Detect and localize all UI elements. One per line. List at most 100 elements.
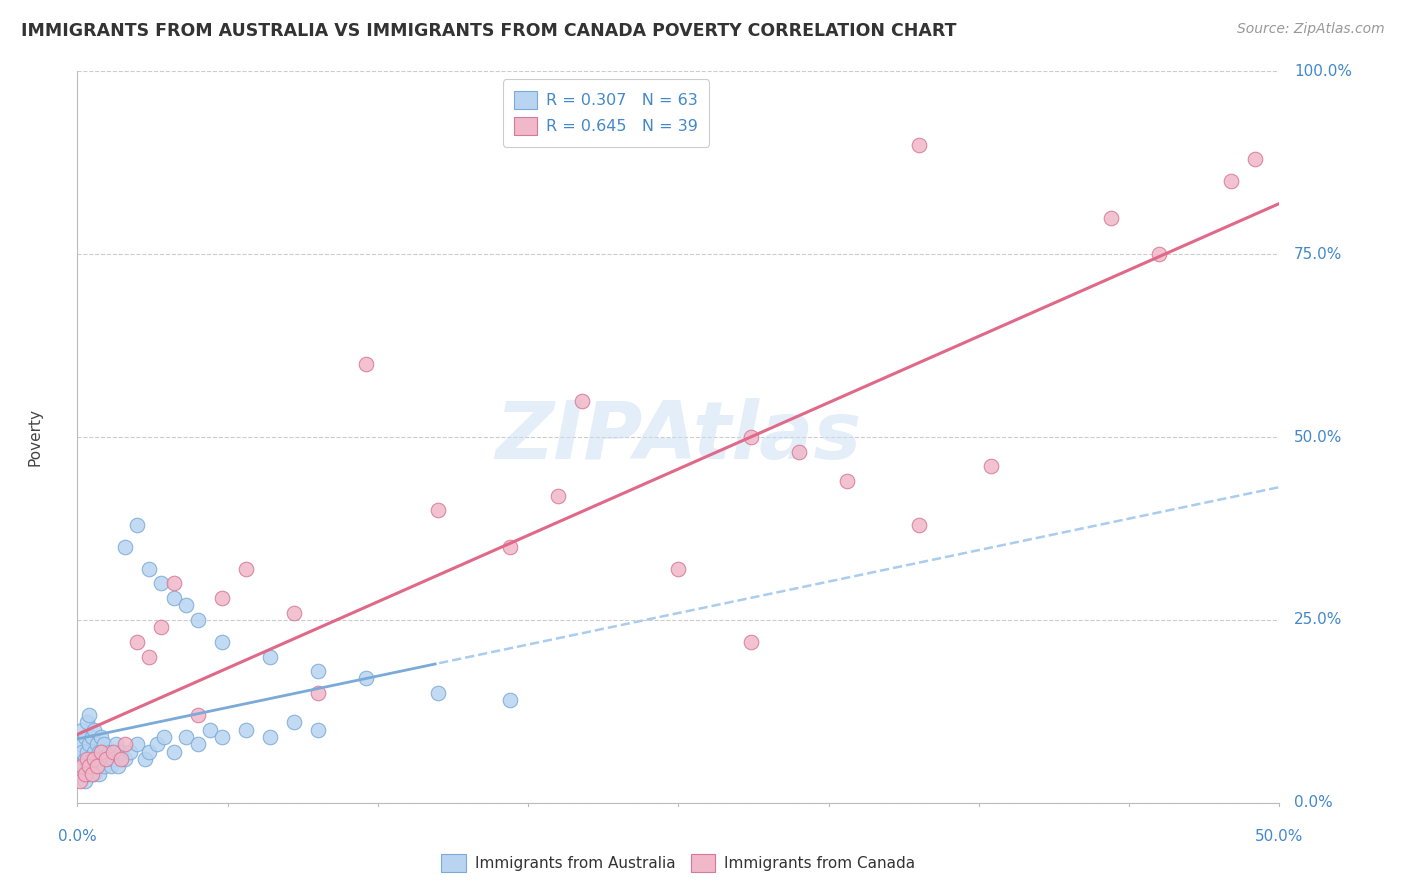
Point: [174, 599, 197, 613]
Point: [235, 723, 257, 737]
Point: [283, 715, 305, 730]
Point: [499, 540, 522, 554]
Text: Source: ZipAtlas.com: Source: ZipAtlas.com: [1237, 22, 1385, 37]
Point: [103, 745, 125, 759]
Text: 75.0%: 75.0%: [1294, 247, 1343, 261]
Point: [86, 737, 108, 751]
Point: [162, 576, 184, 591]
Point: [114, 752, 136, 766]
Point: [835, 474, 858, 488]
Point: [283, 606, 305, 620]
Point: [69, 773, 91, 788]
Point: [86, 759, 108, 773]
Point: [107, 759, 129, 773]
Text: 25.0%: 25.0%: [1294, 613, 1343, 627]
Point: [1220, 174, 1243, 188]
Point: [83, 723, 105, 737]
Text: 0.0%: 0.0%: [1294, 796, 1333, 810]
Point: [76, 766, 98, 780]
Point: [70, 759, 93, 773]
Point: [1099, 211, 1122, 225]
Point: [162, 591, 184, 605]
Point: [138, 745, 160, 759]
Point: [427, 686, 450, 700]
Point: [80, 766, 103, 780]
Point: [80, 730, 103, 744]
Text: ZIPAtlas: ZIPAtlas: [495, 398, 862, 476]
Point: [79, 759, 101, 773]
Text: IMMIGRANTS FROM AUSTRALIA VS IMMIGRANTS FROM CANADA POVERTY CORRELATION CHART: IMMIGRANTS FROM AUSTRALIA VS IMMIGRANTS …: [21, 22, 956, 40]
Point: [127, 517, 149, 532]
Point: [235, 562, 257, 576]
Point: [1244, 152, 1267, 166]
Point: [211, 730, 233, 744]
Text: 50.0%: 50.0%: [1294, 430, 1343, 444]
Point: [127, 635, 149, 649]
Point: [174, 730, 197, 744]
Text: Poverty: Poverty: [28, 408, 42, 467]
Point: [110, 752, 132, 766]
Point: [114, 540, 136, 554]
Point: [80, 752, 103, 766]
Point: [73, 730, 96, 744]
Point: [668, 562, 690, 576]
Point: [73, 752, 96, 766]
Point: [104, 737, 127, 751]
Point: [114, 737, 136, 751]
Point: [150, 576, 173, 591]
Point: [76, 715, 98, 730]
Point: [740, 430, 762, 444]
Point: [79, 708, 101, 723]
Point: [90, 730, 112, 744]
Point: [259, 730, 281, 744]
Point: [186, 708, 209, 723]
Point: [138, 649, 160, 664]
Point: [145, 737, 167, 751]
Point: [70, 723, 93, 737]
Point: [980, 459, 1002, 474]
Point: [211, 591, 233, 605]
Point: [354, 357, 377, 371]
Point: [69, 737, 91, 751]
Point: [499, 693, 522, 707]
Point: [70, 766, 93, 780]
Point: [908, 517, 931, 532]
Point: [87, 745, 110, 759]
Point: [740, 635, 762, 649]
Point: [76, 745, 98, 759]
Point: [354, 672, 377, 686]
Point: [97, 745, 120, 759]
Point: [79, 737, 101, 751]
Point: [83, 766, 105, 780]
Point: [76, 752, 98, 766]
Point: [211, 635, 233, 649]
Point: [110, 745, 132, 759]
Point: [79, 759, 101, 773]
Point: [100, 759, 122, 773]
Point: [134, 752, 156, 766]
Point: [83, 752, 105, 766]
Point: [70, 745, 93, 759]
Point: [120, 745, 142, 759]
Point: [93, 759, 115, 773]
Point: [908, 137, 931, 152]
Point: [96, 752, 118, 766]
Legend: Immigrants from Australia, Immigrants from Canada: Immigrants from Australia, Immigrants fr…: [433, 847, 924, 880]
Point: [1149, 247, 1171, 261]
Text: 0.0%: 0.0%: [58, 830, 97, 844]
Text: 50.0%: 50.0%: [1256, 830, 1303, 844]
Point: [153, 730, 176, 744]
Point: [86, 759, 108, 773]
Point: [83, 745, 105, 759]
Point: [150, 620, 173, 634]
Text: 100.0%: 100.0%: [1294, 64, 1353, 78]
Point: [162, 745, 184, 759]
Point: [307, 686, 329, 700]
Point: [93, 737, 115, 751]
Point: [138, 562, 160, 576]
Point: [307, 723, 329, 737]
Point: [73, 773, 96, 788]
Point: [90, 752, 112, 766]
Point: [198, 723, 221, 737]
Point: [427, 503, 450, 517]
